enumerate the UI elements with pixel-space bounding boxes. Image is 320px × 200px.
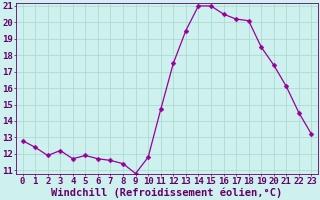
X-axis label: Windchill (Refroidissement éolien,°C): Windchill (Refroidissement éolien,°C) (52, 187, 283, 198)
